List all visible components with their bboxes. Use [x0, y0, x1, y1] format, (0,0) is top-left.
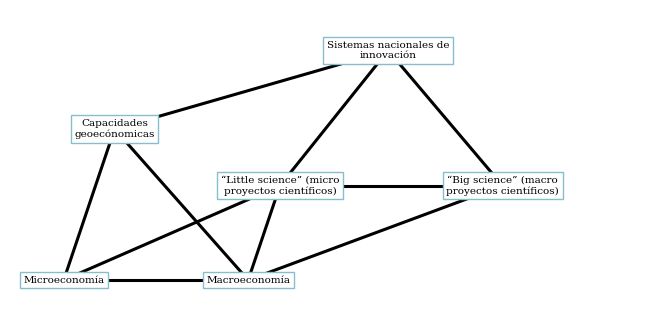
Text: Sistemas nacionales de
innovación: Sistemas nacionales de innovación: [327, 41, 449, 60]
Text: “Little science” (micro
proyectos científicos): “Little science” (micro proyectos cientí…: [221, 176, 339, 196]
Text: “Big science” (macro
proyectos científicos): “Big science” (macro proyectos científic…: [447, 176, 559, 196]
Text: Capacidades
geoecónomicas: Capacidades geoecónomicas: [75, 119, 155, 139]
Text: Macroeconomía: Macroeconomía: [206, 275, 290, 284]
Text: Microeconomía: Microeconomía: [23, 275, 104, 284]
